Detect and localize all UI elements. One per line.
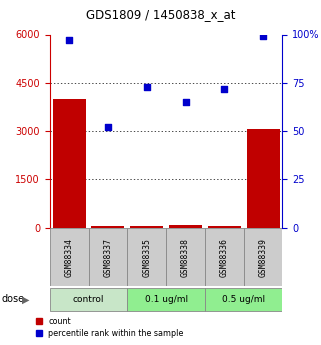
Bar: [50, 228, 89, 286]
Text: GSM88335: GSM88335: [142, 237, 151, 277]
Text: GSM88334: GSM88334: [65, 237, 74, 277]
Bar: [169, 225, 202, 228]
Point: [144, 84, 149, 89]
Bar: [127, 228, 166, 286]
Bar: [91, 226, 125, 228]
Bar: [50, 288, 127, 311]
Bar: [205, 228, 244, 286]
Bar: [205, 288, 282, 311]
Text: GSM88337: GSM88337: [103, 237, 112, 277]
Bar: [130, 226, 163, 228]
Text: 0.1 ug/ml: 0.1 ug/ml: [144, 295, 188, 304]
Text: GSM88336: GSM88336: [220, 237, 229, 277]
Text: control: control: [73, 295, 104, 304]
Bar: [53, 99, 86, 228]
Bar: [89, 228, 127, 286]
Text: GSM88338: GSM88338: [181, 237, 190, 277]
Point: [261, 34, 266, 39]
Bar: [208, 226, 241, 228]
Point: [222, 86, 227, 91]
Legend: count, percentile rank within the sample: count, percentile rank within the sample: [33, 314, 187, 341]
Text: ▶: ▶: [22, 294, 29, 304]
Bar: [247, 129, 280, 228]
Point: [66, 38, 72, 43]
Text: 0.5 ug/ml: 0.5 ug/ml: [222, 295, 265, 304]
Bar: [127, 288, 205, 311]
Text: GDS1809 / 1450838_x_at: GDS1809 / 1450838_x_at: [86, 8, 235, 21]
Point: [183, 99, 188, 105]
Point: [105, 125, 110, 130]
Bar: [244, 228, 282, 286]
Text: GSM88339: GSM88339: [259, 237, 268, 277]
Bar: [166, 228, 205, 286]
Text: dose: dose: [2, 294, 25, 304]
